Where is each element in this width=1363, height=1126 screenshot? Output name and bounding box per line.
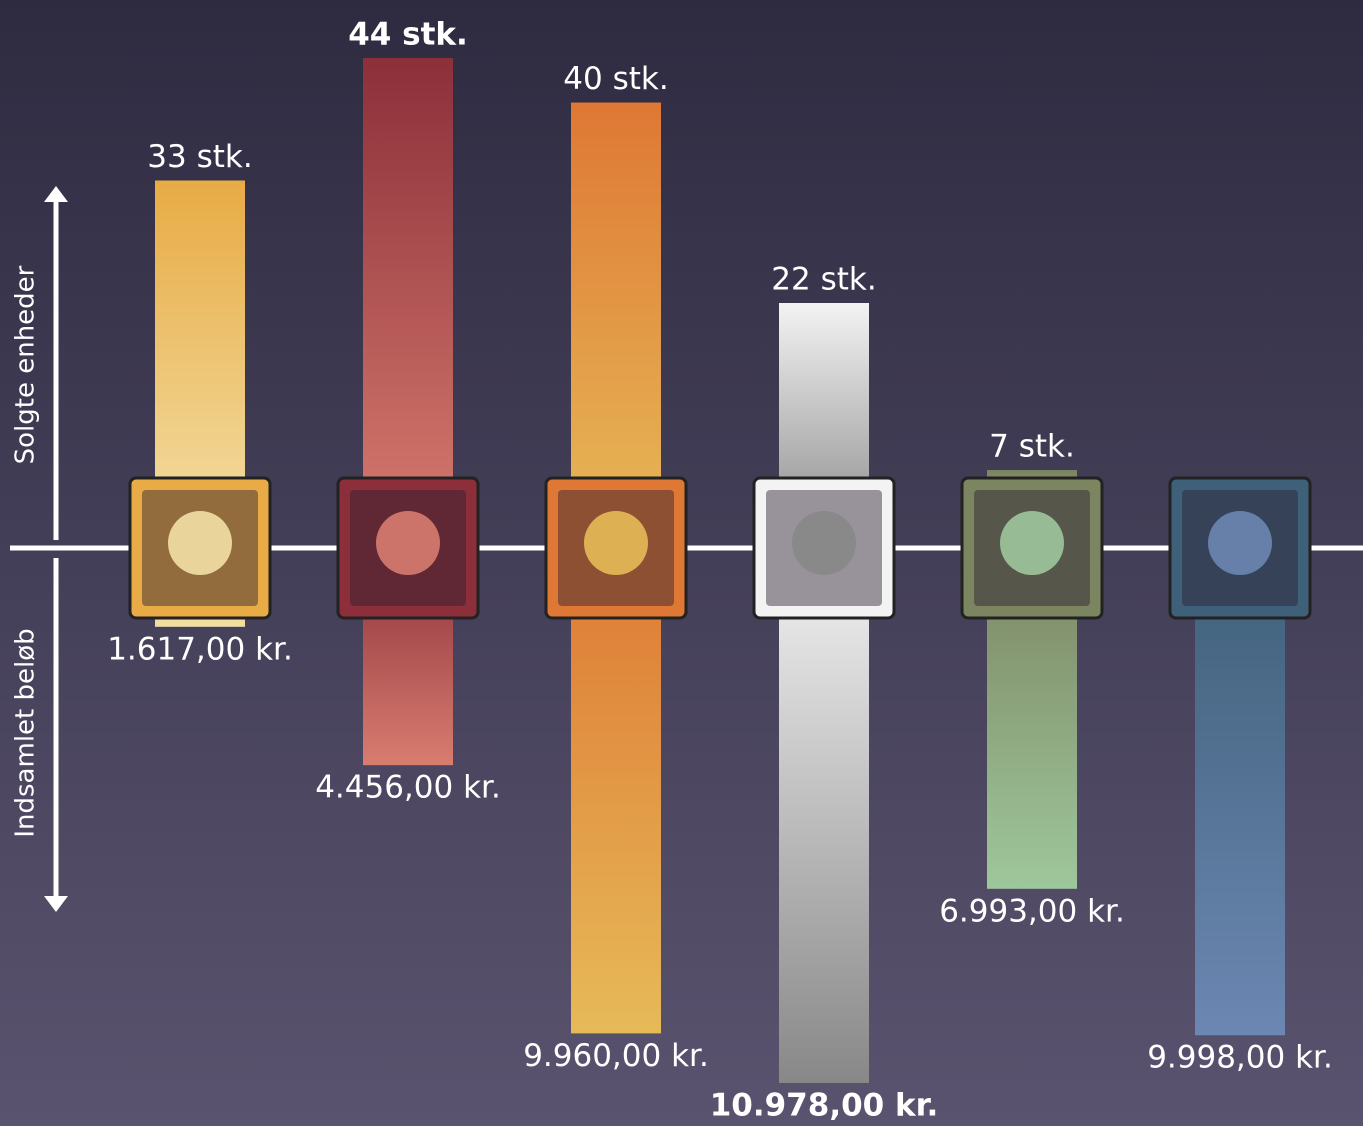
bar-down	[571, 548, 661, 1034]
product-box	[336, 476, 480, 620]
bar-down	[1195, 548, 1285, 1036]
product-box	[128, 476, 272, 620]
box-emblem	[1208, 511, 1272, 575]
value-label-up: 33 stk.	[147, 139, 252, 175]
product-box	[1168, 476, 1312, 620]
y-label-down: Indsamlet beløb	[11, 628, 41, 837]
value-label-down: 9.998,00 kr.	[1147, 1040, 1333, 1076]
value-label-up: 40 stk.	[563, 61, 668, 97]
value-label-down: 9.960,00 kr.	[523, 1038, 709, 1074]
box-emblem	[584, 511, 648, 575]
arrow-down-head	[44, 896, 68, 912]
bar-up	[363, 58, 453, 548]
bar-up	[571, 102, 661, 548]
value-label-down: 1.617,00 kr.	[107, 631, 293, 667]
y-label-up: Solgte enheder	[11, 265, 41, 464]
box-emblem	[1000, 511, 1064, 575]
box-emblem	[376, 511, 440, 575]
bar-down	[779, 548, 869, 1083]
value-label-down: 10.978,00 kr.	[710, 1088, 939, 1124]
product-box	[960, 476, 1104, 620]
product-box	[752, 476, 896, 620]
box-emblem	[792, 511, 856, 575]
value-label-up: 7 stk.	[989, 429, 1075, 465]
product-box	[544, 476, 688, 620]
value-label-down: 4.456,00 kr.	[315, 770, 501, 806]
value-label-up: 22 stk.	[771, 262, 876, 298]
value-label-up: 44 stk.	[348, 17, 468, 53]
arrow-up-head	[44, 186, 68, 202]
box-emblem	[168, 511, 232, 575]
value-label-down: 6.993,00 kr.	[939, 893, 1125, 929]
